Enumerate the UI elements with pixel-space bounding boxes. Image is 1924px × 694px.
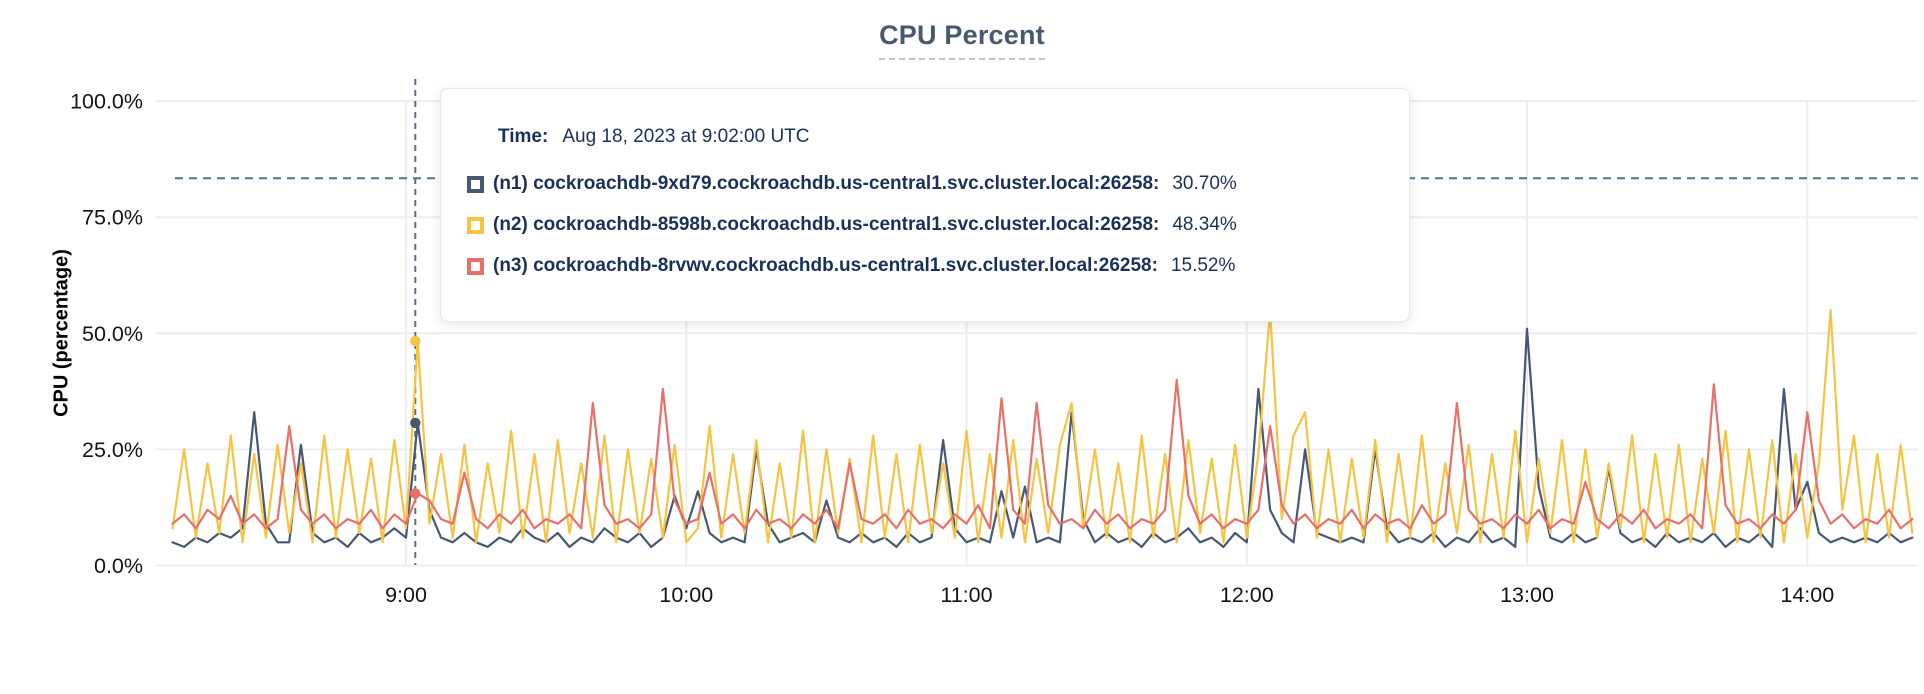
series-line-n1[interactable] bbox=[171, 327, 1914, 549]
x-tick-label-10:00: 10:00 bbox=[659, 583, 713, 607]
x-tick-label-12:00: 12:00 bbox=[1220, 583, 1274, 607]
chart-title[interactable]: CPU Percent bbox=[879, 20, 1045, 60]
tooltip-series-row-n3: (n3) cockroachdb-8rvwv.cockroachdb.us-ce… bbox=[467, 255, 1409, 277]
tooltip-series-row-n1: (n1) cockroachdb-9xd79.cockroachdb.us-ce… bbox=[467, 173, 1409, 195]
tooltip-series-row-n2: (n2) cockroachdb-8598b.cockroachdb.us-ce… bbox=[467, 214, 1409, 236]
tooltip-series-value-n3: 15.52% bbox=[1170, 255, 1236, 276]
y-tick-label-25: 25.0% bbox=[82, 438, 143, 462]
series-marker-n3-icon bbox=[467, 257, 484, 275]
chart-title-wrap: CPU Percent bbox=[0, 20, 1924, 60]
tooltip-series-label-n1: (n1) cockroachdb-9xd79.cockroachdb.us-ce… bbox=[493, 173, 1160, 194]
tooltip-time-label: Time: bbox=[498, 126, 549, 147]
hover-point-n1 bbox=[410, 417, 421, 429]
tooltip-time-value: Aug 18, 2023 at 9:02:00 UTC bbox=[562, 126, 810, 147]
x-tick-label-11:00: 11:00 bbox=[940, 583, 992, 607]
y-tick-label-50: 50.0% bbox=[82, 322, 143, 346]
hover-point-n3 bbox=[410, 488, 421, 499]
tooltip-series-label-n3: (n3) cockroachdb-8rvwv.cockroachdb.us-ce… bbox=[493, 255, 1158, 276]
series-line-n3[interactable] bbox=[171, 378, 1914, 530]
x-tick-label-13:00: 13:00 bbox=[1500, 583, 1554, 607]
y-tick-label-0: 0.0% bbox=[94, 554, 143, 578]
tooltip-series-value-n1: 30.70% bbox=[1172, 173, 1237, 194]
hover-point-n2 bbox=[410, 335, 421, 347]
tooltip-series-value-n2: 48.34% bbox=[1172, 214, 1237, 235]
y-tick-label-75: 75.0% bbox=[82, 206, 143, 230]
tooltip-series-label-n2: (n2) cockroachdb-8598b.cockroachdb.us-ce… bbox=[493, 214, 1160, 235]
y-tick-label-100: 100.0% bbox=[70, 90, 143, 114]
tooltip-time-row: Time: Aug 18, 2023 at 9:02:00 UTC bbox=[467, 126, 1409, 148]
x-tick-label-14:00: 14:00 bbox=[1780, 583, 1834, 607]
chart-tooltip: Time: Aug 18, 2023 at 9:02:00 UTC (n1) co… bbox=[440, 88, 1410, 322]
x-tick-label-9:00: 9:00 bbox=[385, 583, 427, 607]
series-marker-n1-icon bbox=[467, 175, 484, 193]
series-marker-n2-icon bbox=[467, 216, 484, 234]
series-line-n2[interactable] bbox=[171, 309, 1914, 544]
